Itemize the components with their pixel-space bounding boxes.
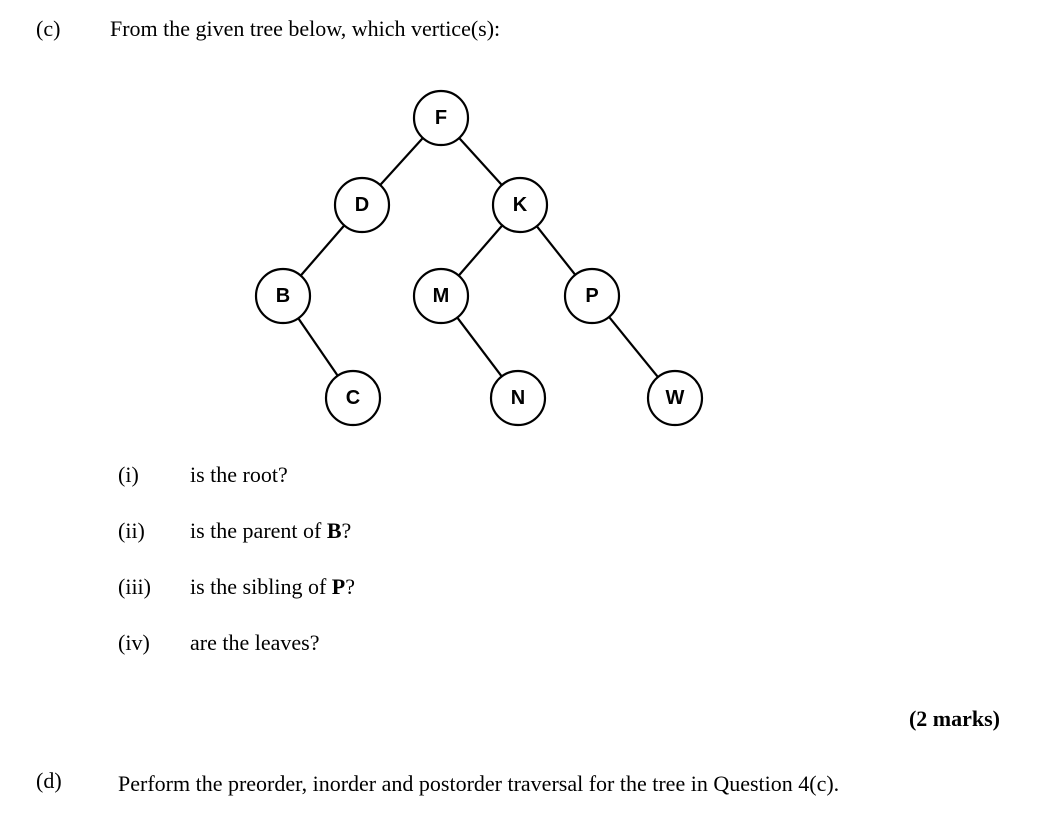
subitem-number: (iii) — [118, 574, 151, 600]
tree-edge — [380, 138, 423, 185]
subitem-text: are the leaves? — [190, 630, 319, 656]
question-c-prompt: From the given tree below, which vertice… — [110, 16, 500, 42]
exam-question-page: (c) From the given tree below, which ver… — [0, 0, 1060, 830]
tree-node-label: W — [666, 387, 685, 409]
subitem-text: is the root? — [190, 462, 288, 488]
subitem-number: (ii) — [118, 518, 145, 544]
tree-edge — [459, 225, 503, 275]
question-c-marks: (2 marks) — [909, 706, 1000, 732]
tree-node-label: P — [585, 285, 598, 307]
tree-edge — [537, 226, 575, 275]
tree-node-label: N — [511, 387, 525, 409]
tree-edge — [459, 138, 502, 185]
tree-edge — [609, 317, 658, 377]
question-d-label: (d) — [36, 768, 62, 794]
tree-diagram: F D K B M P C N W — [210, 78, 770, 438]
tree-node-label: D — [355, 194, 369, 216]
subitem-number: (iv) — [118, 630, 150, 656]
tree-node-label: B — [276, 285, 290, 307]
subitem-text-pre: is the sibling of — [190, 574, 332, 599]
subitem-text: is the sibling of P? — [190, 574, 355, 600]
tree-edge — [301, 225, 345, 275]
subitem-text: is the parent of B? — [190, 518, 351, 544]
question-c-label: (c) — [36, 16, 60, 42]
subitem-number: (i) — [118, 462, 139, 488]
tree-edge — [457, 318, 501, 377]
subitem-text-bold: B — [327, 518, 342, 543]
tree-node-label: C — [346, 387, 360, 409]
subitem-text-bold: P — [332, 574, 345, 599]
tree-node-label: K — [513, 194, 528, 216]
question-d-text: Perform the preorder, inorder and postor… — [118, 768, 998, 800]
subitem-text-pre: is the parent of — [190, 518, 327, 543]
subitem-text-post: ? — [345, 574, 355, 599]
tree-node-label: F — [435, 107, 447, 129]
subitem-text-post: ? — [342, 518, 352, 543]
tree-edge — [298, 318, 337, 375]
tree-node-label: M — [433, 285, 450, 307]
